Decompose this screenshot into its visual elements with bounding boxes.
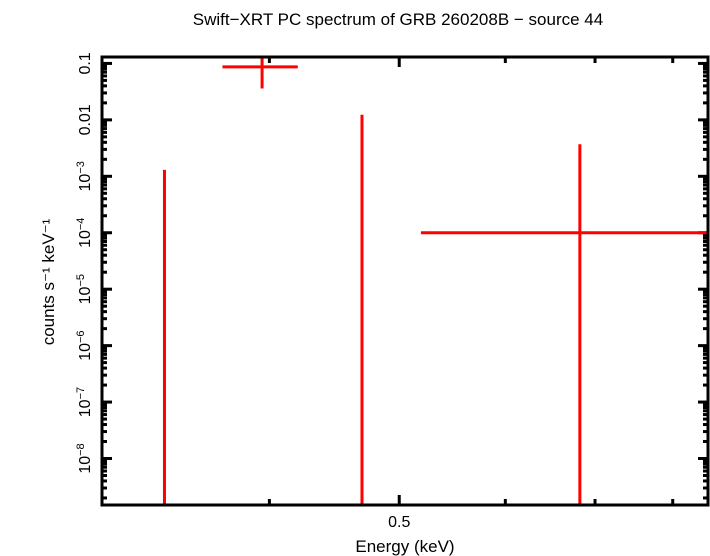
y-tick-label: 10−4 — [75, 218, 94, 248]
x-axis-label: Energy (keV) — [355, 537, 454, 556]
y-tick-label: 0.01 — [77, 104, 94, 135]
x-tick-label: 0.5 — [388, 514, 410, 531]
y-tick-label: 10−5 — [75, 274, 94, 304]
y-tick-label: 10−6 — [75, 330, 94, 360]
y-tick-label: 10−8 — [75, 443, 94, 473]
data-point — [222, 57, 298, 89]
y-axis-label: counts s⁻¹ keV⁻¹ — [39, 218, 58, 345]
y-tick-label: 10−3 — [75, 161, 94, 191]
chart-title: Swift−XRT PC spectrum of GRB 260208B − s… — [193, 10, 603, 29]
plot-frame — [100, 55, 710, 507]
data-point — [420, 144, 708, 505]
y-tick-label: 0.1 — [77, 52, 94, 74]
y-tick-label: 10−7 — [75, 387, 94, 417]
